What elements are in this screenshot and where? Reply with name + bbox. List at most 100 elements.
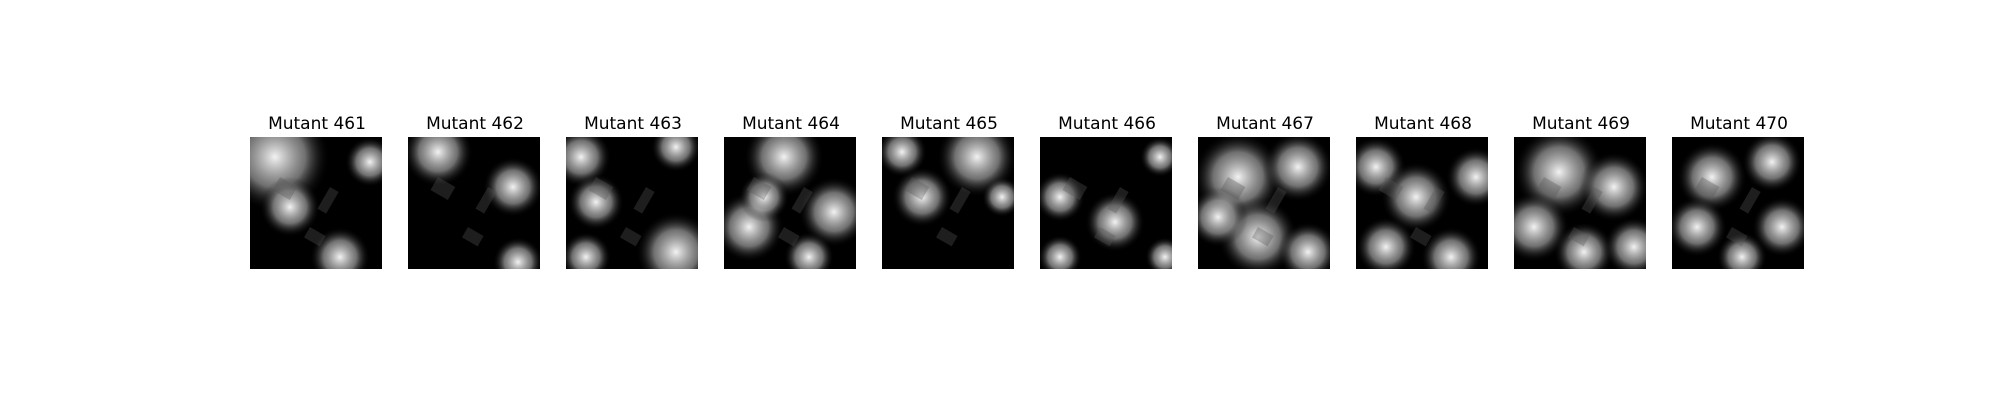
object-trace — [272, 176, 298, 200]
object-trace — [936, 227, 958, 247]
visible-region — [568, 174, 624, 230]
mutant-image — [1198, 137, 1330, 269]
object-trace — [1252, 227, 1274, 247]
object-trace — [588, 176, 614, 200]
visible-region — [493, 237, 540, 269]
panel-title: Mutant 463 — [584, 114, 682, 134]
visible-region — [1554, 222, 1614, 269]
mutant-image — [1672, 137, 1804, 269]
visible-region — [1356, 217, 1416, 269]
object-trace — [304, 227, 326, 247]
object-trace — [1062, 176, 1088, 200]
visible-region — [1040, 172, 1085, 222]
object-trace — [1410, 227, 1432, 247]
object-trace — [1094, 227, 1116, 247]
mutant-panel: Mutant 463 — [566, 112, 700, 269]
object-trace — [1581, 187, 1603, 214]
visible-region — [1672, 197, 1727, 257]
object-trace — [1107, 187, 1129, 214]
panel-title: Mutant 470 — [1690, 114, 1788, 134]
object-trace — [1265, 187, 1287, 214]
object-trace — [1726, 227, 1748, 247]
mutant-image — [408, 137, 540, 269]
object-trace — [633, 187, 655, 214]
visible-region — [260, 177, 320, 237]
mutant-image — [1356, 137, 1488, 269]
visible-region — [1140, 137, 1172, 177]
masked-image-graphic — [724, 137, 856, 269]
visible-region — [1381, 162, 1451, 232]
object-trace — [430, 176, 456, 200]
visible-region — [799, 177, 856, 247]
mutant-panel: Mutant 468 — [1356, 112, 1490, 269]
visible-region — [1742, 137, 1802, 192]
mutant-image — [566, 137, 698, 269]
masked-image-graphic — [408, 137, 540, 269]
masked-image-graphic — [1356, 137, 1488, 269]
mutant-image — [882, 137, 1014, 269]
visible-region — [1446, 147, 1488, 207]
mutant-image — [250, 137, 382, 269]
mutant-panel: Mutant 467 — [1198, 112, 1332, 269]
object-trace — [1536, 176, 1562, 200]
visible-region — [982, 177, 1014, 217]
visible-region — [1752, 197, 1804, 257]
mutant-panel: Mutant 464 — [724, 112, 858, 269]
mutant-panel: Mutant 461 — [250, 112, 384, 269]
mutant-panel: Mutant 470 — [1672, 112, 1806, 269]
panel-title: Mutant 465 — [900, 114, 998, 134]
object-trace — [1220, 176, 1246, 200]
object-trace — [317, 187, 339, 214]
mutant-panel: Mutant 469 — [1514, 112, 1648, 269]
visible-region — [739, 172, 789, 222]
panel-title: Mutant 461 — [268, 114, 366, 134]
visible-region — [1421, 227, 1481, 269]
visible-region — [1278, 222, 1330, 269]
visible-region — [636, 212, 698, 269]
visible-region — [892, 167, 952, 227]
visible-region — [345, 137, 382, 187]
object-trace — [1378, 176, 1404, 200]
object-trace — [1568, 227, 1590, 247]
mutant-panel: Mutant 466 — [1040, 112, 1174, 269]
panel-title: Mutant 462 — [426, 114, 524, 134]
object-trace — [1739, 187, 1761, 214]
visible-region — [651, 137, 698, 172]
visible-region — [483, 157, 540, 217]
panel-title: Mutant 468 — [1374, 114, 1472, 134]
panel-title: Mutant 469 — [1532, 114, 1630, 134]
masked-image-graphic — [250, 137, 382, 269]
object-trace — [1423, 187, 1445, 214]
visible-region — [1145, 237, 1172, 269]
visible-region — [1677, 142, 1747, 212]
object-trace — [475, 187, 497, 214]
visible-region — [1085, 192, 1145, 252]
object-trace — [791, 187, 813, 214]
mutant-panel: Mutant 465 — [882, 112, 1016, 269]
mutant-panel: Mutant 462 — [408, 112, 542, 269]
visible-region — [1198, 187, 1248, 247]
visible-region — [1604, 217, 1646, 269]
mutant-image — [1514, 137, 1646, 269]
visible-region — [566, 232, 611, 269]
mutant-image — [1040, 137, 1172, 269]
masked-image-graphic — [1040, 137, 1172, 269]
object-trace — [746, 176, 772, 200]
object-trace — [949, 187, 971, 214]
masked-image-graphic — [566, 137, 698, 269]
visible-region — [1717, 232, 1767, 269]
visible-region — [408, 137, 473, 187]
visible-region — [784, 232, 834, 269]
object-trace — [904, 176, 930, 200]
mutant-image — [724, 137, 856, 269]
masked-image-graphic — [1198, 137, 1330, 269]
visible-region — [310, 227, 370, 269]
panel-title: Mutant 466 — [1058, 114, 1156, 134]
panel-title: Mutant 467 — [1216, 114, 1314, 134]
masked-image-graphic — [1672, 137, 1804, 269]
panel-title: Mutant 464 — [742, 114, 840, 134]
masked-image-graphic — [882, 137, 1014, 269]
visible-region — [882, 137, 927, 177]
visible-region — [1579, 152, 1646, 222]
visible-region — [1040, 235, 1082, 269]
